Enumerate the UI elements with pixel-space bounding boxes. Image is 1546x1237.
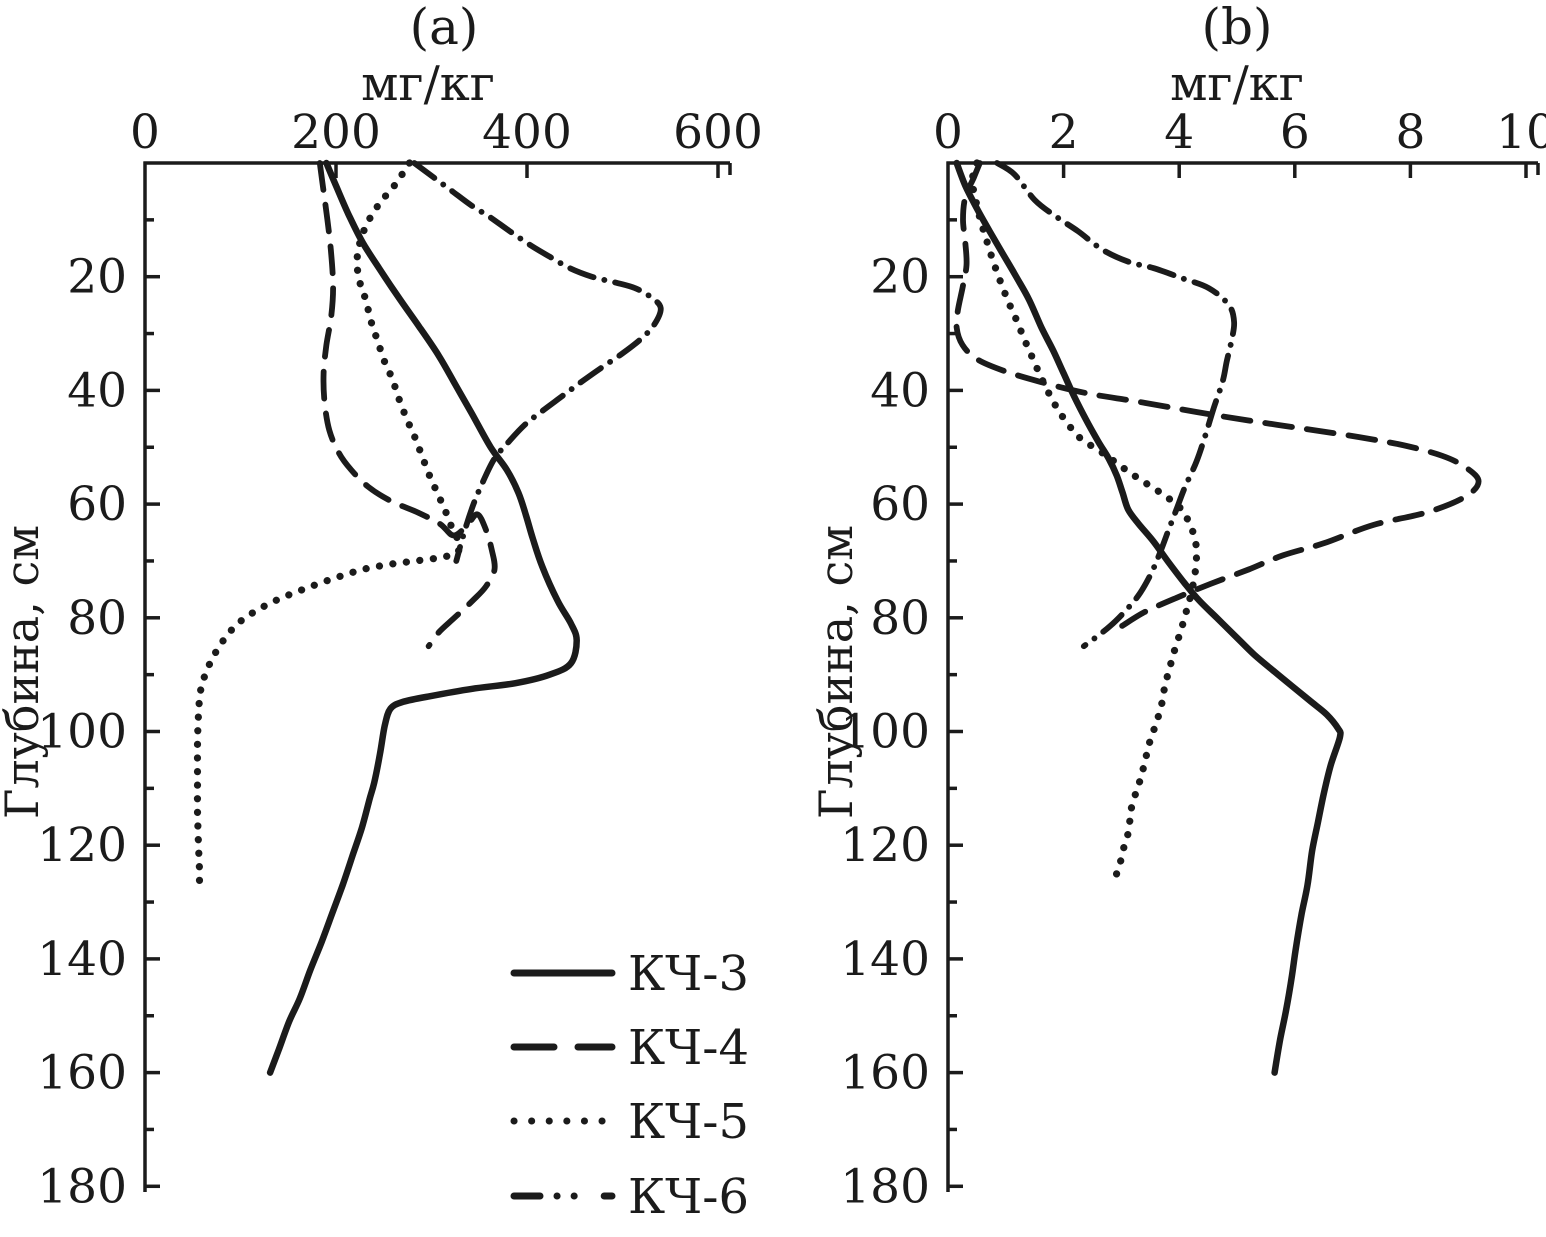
x-tick-label: 4 — [1164, 105, 1194, 160]
panel-b: 0 2 4 6 8 10 20 40 60 80 100 120 140 160 180 — [840, 105, 1546, 1214]
series-line-кч-4 — [953, 160, 1482, 630]
depth-tick-label: 60 — [870, 477, 930, 532]
depth-tick-label: 100 — [37, 705, 127, 760]
depth-tick-label: 140 — [840, 932, 930, 987]
x-tick-label: 600 — [673, 105, 763, 160]
x-tick-label: 0 — [933, 105, 963, 160]
x-tick-label: 2 — [1049, 105, 1079, 160]
panel-b-depth-axis-label: Глубина, см — [809, 525, 863, 819]
depth-tick-label: 160 — [37, 1046, 127, 1101]
x-tick-label: 400 — [482, 105, 572, 160]
x-tick-label: 10 — [1496, 105, 1546, 160]
panel-a: 0 200 400 60020406080100120140160180КЧ-3КЧ-… — [37, 105, 763, 1225]
panel-a-title: (a) — [410, 0, 479, 56]
x-tick-label: 6 — [1280, 105, 1310, 160]
series-line-кч-5 — [968, 159, 1201, 887]
series-line-кч-3 — [266, 159, 580, 1076]
depth-tick-label: 180 — [840, 1159, 930, 1214]
depth-tick-label: 40 — [870, 363, 930, 418]
depth-tick-label: 40 — [67, 363, 127, 418]
legend: КЧ-3 КЧ-4 КЧ-5 КЧ-6 — [510, 946, 749, 1225]
depth-tick-label: 60 — [67, 477, 127, 532]
depth-tick-label: 20 — [67, 250, 127, 305]
depth-tick-label: 80 — [870, 591, 930, 646]
panel-a-unit-label: мг/кг — [361, 56, 495, 112]
legend-label: КЧ-6 — [628, 1169, 749, 1225]
depth-tick-label: 20 — [870, 250, 930, 305]
axes: 0 2 4 6 8 10 20 40 60 80 100 120 140 160 180 — [840, 105, 1546, 1214]
depth-tick-label: 120 — [37, 818, 127, 873]
depth-tick-label: 160 — [840, 1046, 930, 1101]
plots: 0 200 400 60020406080100120140160180КЧ-3КЧ-… — [37, 105, 1546, 1225]
series-line-кч-6 — [411, 160, 664, 564]
x-tick-label: 8 — [1395, 105, 1425, 160]
axes: 0 200 400 600 20 40 60 80 100 120 140 160 180 — [37, 105, 763, 1214]
legend-label: КЧ-3 — [628, 946, 749, 1002]
series-line-кч-5 — [193, 159, 463, 898]
series-line-кч-3 — [953, 159, 1344, 1076]
series-line-кч-4 — [316, 160, 498, 650]
legend-label: КЧ-4 — [628, 1020, 749, 1076]
x-tick-label: 0 — [130, 105, 160, 160]
depth-tick-label: 180 — [37, 1159, 127, 1214]
legend-label: КЧ-5 — [628, 1094, 749, 1150]
panel-b-unit-label: мг/кг — [1170, 56, 1304, 112]
depth-tick-label: 80 — [67, 591, 127, 646]
series-line-кч-6 — [994, 160, 1238, 650]
static-labels: (a) (b) мг/кг мг/кг Глубина, см Глубина,… — [0, 0, 1304, 819]
depth-tick-label: 140 — [37, 932, 127, 987]
depth-tick-label: 100 — [840, 705, 930, 760]
panel-a-depth-axis-label: Глубина, см — [0, 525, 49, 819]
panel-b-title: (b) — [1201, 0, 1272, 56]
depth-tick-label: 120 — [840, 818, 930, 873]
x-tick-label: 200 — [291, 105, 381, 160]
